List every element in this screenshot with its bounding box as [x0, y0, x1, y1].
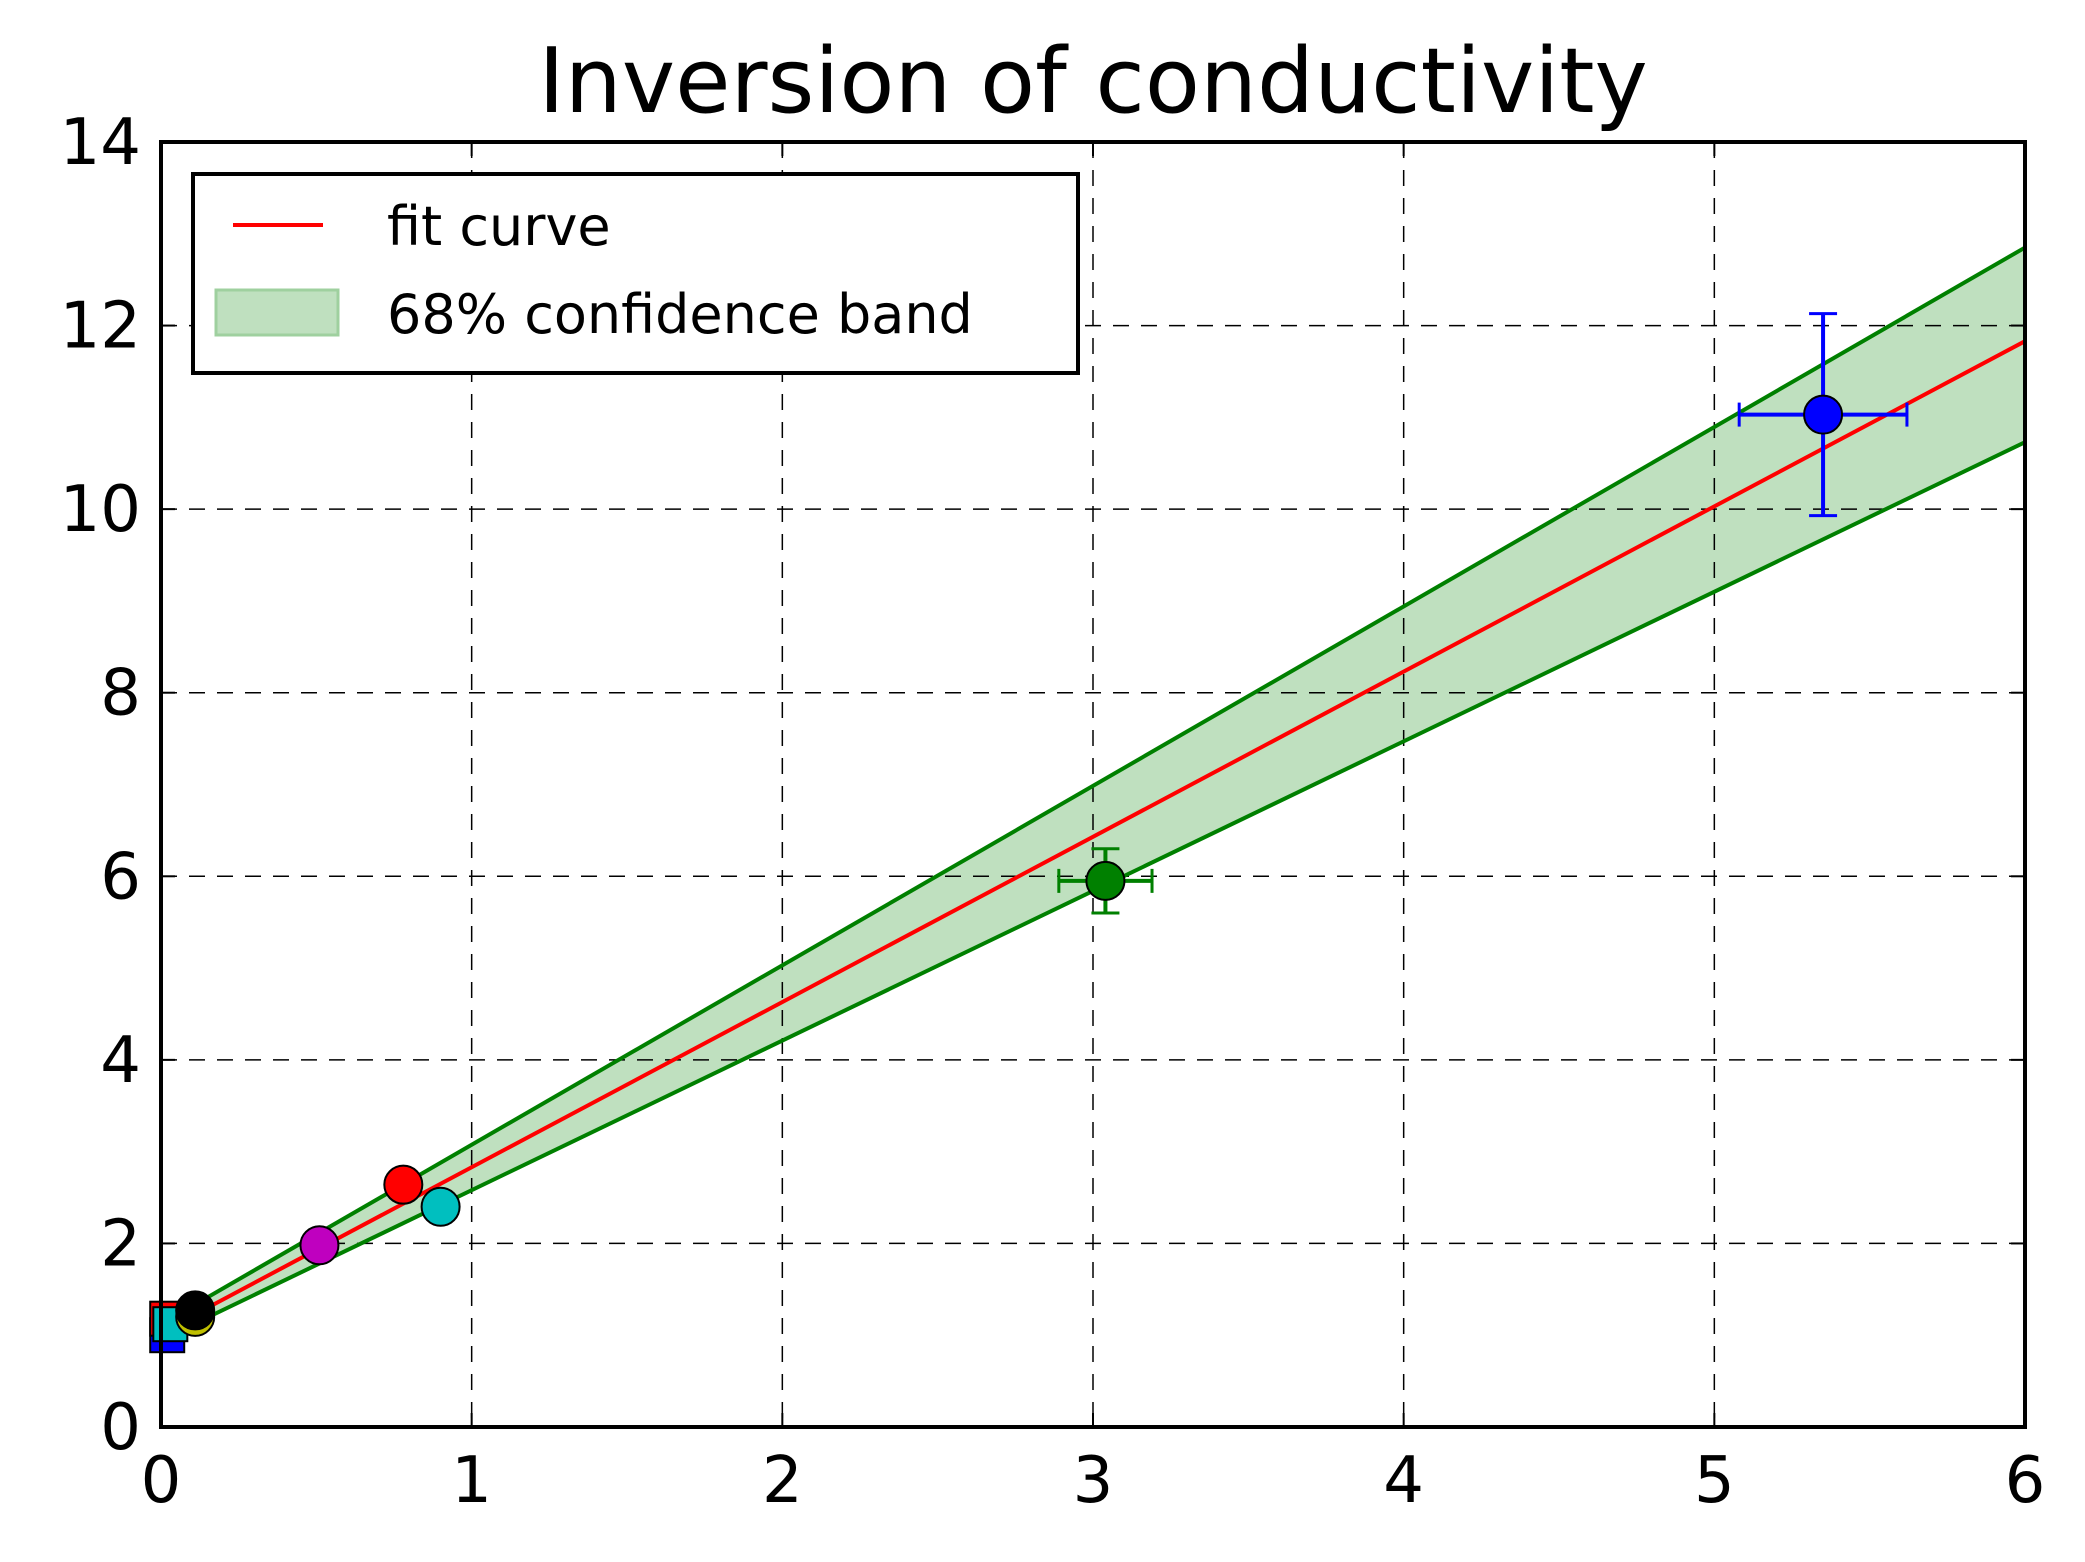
x-tick-label: 5 [1694, 1444, 1735, 1518]
y-tick-label: 8 [100, 657, 141, 731]
y-tick-label: 12 [60, 290, 141, 364]
data-point [299, 1225, 340, 1266]
data-point [1803, 394, 1844, 435]
band-upper-edge [159, 245, 2027, 1326]
legend-band-swatch [214, 288, 340, 337]
legend: fit curve 68% confidence band [191, 172, 1080, 375]
legend-box [191, 172, 1080, 375]
y-tick-label: 0 [100, 1391, 141, 1465]
x-tick-label: 4 [1383, 1444, 1424, 1518]
y-tick-label: 2 [100, 1207, 141, 1281]
legend-band-label: 68% confidence band [387, 283, 973, 346]
x-tick-label: 2 [762, 1444, 803, 1518]
data-point [420, 1186, 461, 1227]
data-point [175, 1290, 216, 1331]
chart-title: Inversion of conductivity [538, 29, 1648, 134]
y-tick-label: 4 [100, 1024, 141, 1098]
y-tick-label: 10 [60, 473, 141, 547]
x-tick-label: 6 [2005, 1444, 2046, 1518]
fit-curve [160, 339, 2026, 1335]
data-point [383, 1164, 424, 1205]
legend-fit-label: fit curve [387, 195, 611, 258]
y-tick-label: 6 [100, 840, 141, 914]
x-tick-label: 3 [1073, 1444, 1114, 1518]
data-point [1085, 860, 1126, 901]
x-tick-label: 1 [451, 1444, 492, 1518]
x-tick-label: 0 [141, 1444, 182, 1518]
y-tick-label: 14 [60, 106, 141, 180]
